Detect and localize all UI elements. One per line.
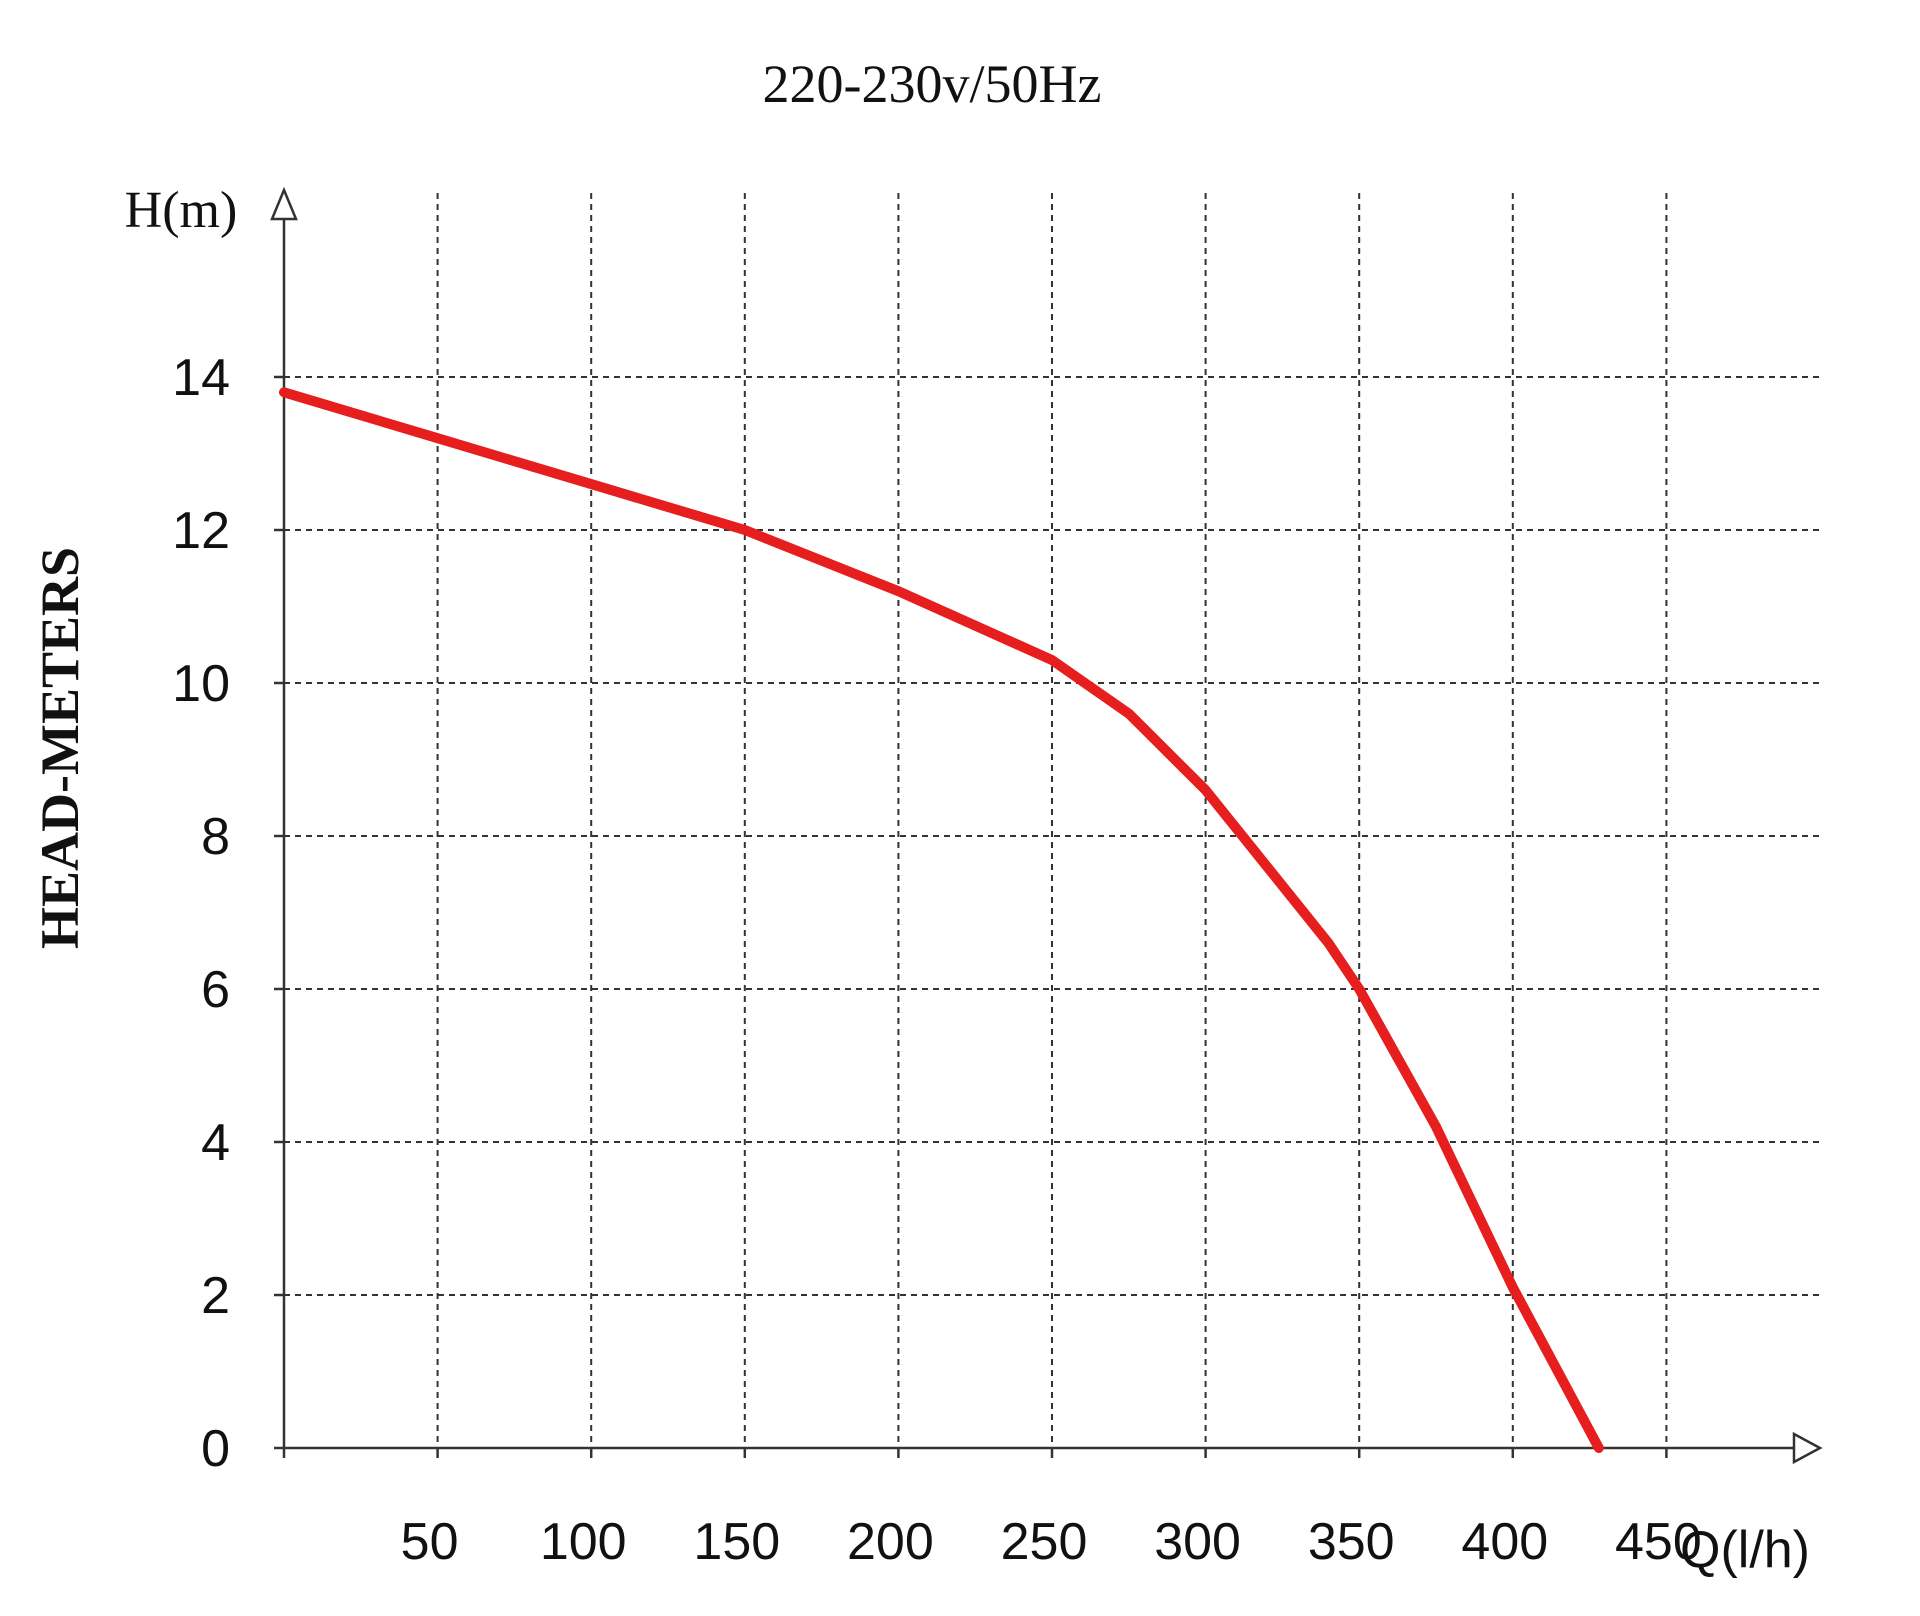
y-tick-label: 12 <box>172 502 230 560</box>
y-tick-label: 8 <box>201 808 230 866</box>
y-tick-label: 14 <box>172 349 230 407</box>
x-tick-label: 100 <box>540 1513 627 1571</box>
y-tick-label: 10 <box>172 655 230 713</box>
x-tick-label: 300 <box>1154 1513 1241 1571</box>
tick-labels: 50 100 150 200 250 300 350 400 450 0 2 4 6 8 10 12 14 <box>172 349 1702 1571</box>
pump-curve-line <box>279 387 1604 1453</box>
x-tick-label: 50 <box>401 1513 459 1571</box>
x-axis-unit-label: Q(l/h) <box>1680 1521 1810 1579</box>
chart-title: 220-230v/50Hz <box>763 54 1102 114</box>
x-tick-label: 150 <box>693 1513 780 1571</box>
y-axis-unit-label: H(m) <box>125 182 238 239</box>
grid-lines <box>284 193 1820 1448</box>
x-tick-label: 400 <box>1461 1513 1548 1571</box>
x-tick-label: 350 <box>1308 1513 1395 1571</box>
x-tick-label: 450 <box>1615 1513 1702 1571</box>
y-axis-arrow <box>270 186 298 221</box>
y-axis-title: HEAD-METERS <box>30 547 90 949</box>
x-tick-label: 250 <box>1001 1513 1088 1571</box>
y-tick-label: 4 <box>201 1114 230 1172</box>
data-series <box>279 387 1604 1453</box>
axes <box>270 186 1823 1465</box>
x-tick-label: 200 <box>847 1513 934 1571</box>
y-tick-label: 2 <box>201 1267 230 1325</box>
x-axis-arrow <box>1792 1431 1823 1465</box>
y-tick-label: 0 <box>201 1420 230 1478</box>
y-tick-label: 6 <box>201 961 230 1019</box>
